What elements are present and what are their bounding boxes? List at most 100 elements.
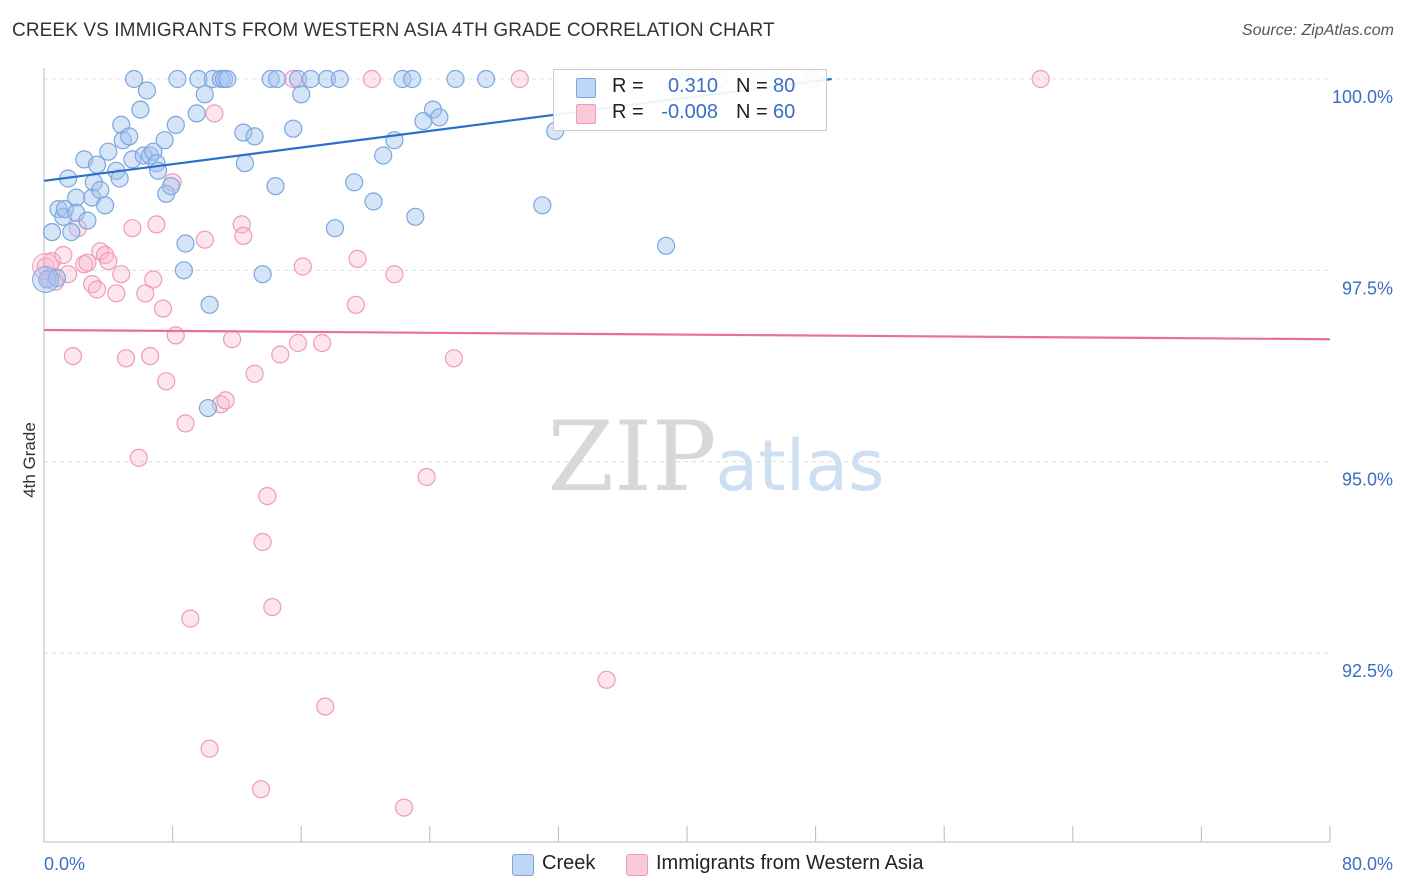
creek-point bbox=[62, 223, 81, 242]
immig-point bbox=[253, 532, 272, 552]
creek-point bbox=[144, 142, 163, 161]
creek-point bbox=[198, 399, 218, 418]
creek-point bbox=[42, 223, 62, 242]
creek-point bbox=[345, 173, 364, 192]
y-tick-label: 92.5% bbox=[1342, 661, 1393, 681]
creek-point bbox=[189, 69, 208, 89]
immig-point bbox=[362, 69, 381, 89]
axes bbox=[43, 68, 1331, 843]
creek-point bbox=[123, 150, 142, 169]
immig-point bbox=[141, 347, 160, 366]
immig-point bbox=[205, 104, 224, 123]
creek-point bbox=[99, 142, 118, 161]
creek-point bbox=[95, 196, 115, 215]
legend-label-creek: Creek bbox=[542, 852, 596, 874]
legend-r-label: R = bbox=[612, 101, 644, 123]
series-legend: Creek Immigrants from Western Asia bbox=[0, 852, 1406, 878]
creek-point bbox=[403, 69, 422, 89]
x-tick-label: 80.0% bbox=[1342, 854, 1393, 874]
creek-point bbox=[161, 177, 181, 196]
immig-point bbox=[385, 265, 404, 284]
immig-point bbox=[245, 364, 264, 383]
watermark-atlas: atlas bbox=[715, 425, 884, 507]
immig-point bbox=[87, 280, 107, 299]
immig-point bbox=[147, 215, 166, 234]
creek-point bbox=[131, 100, 150, 119]
legend-immig-n: 60 bbox=[773, 101, 796, 123]
creek-point bbox=[317, 69, 336, 89]
legend-swatch-immig bbox=[626, 854, 648, 876]
creek-point bbox=[374, 146, 393, 165]
watermark: ZIP atlas bbox=[547, 401, 884, 513]
legend-creek-n: 80 bbox=[773, 75, 796, 97]
legend-swatch-immig bbox=[576, 104, 596, 124]
legend-n-label: N = bbox=[736, 101, 768, 123]
creek-point bbox=[67, 188, 86, 207]
legend-swatch-creek bbox=[512, 854, 534, 876]
immig-points bbox=[32, 69, 1050, 817]
legend-swatch-creek bbox=[576, 78, 596, 98]
creek-point bbox=[477, 69, 496, 89]
immig-point bbox=[166, 326, 185, 345]
creek-point bbox=[330, 69, 349, 89]
immig-point bbox=[346, 295, 365, 314]
immig-point bbox=[112, 265, 131, 284]
immig-point bbox=[99, 252, 118, 271]
creek-point bbox=[166, 115, 185, 135]
immig-point bbox=[63, 347, 83, 366]
immig-point bbox=[263, 597, 282, 617]
creek-point bbox=[176, 234, 195, 253]
creek-point bbox=[218, 69, 237, 89]
immig-point bbox=[293, 257, 312, 276]
immig-point bbox=[234, 226, 253, 245]
immig-point bbox=[348, 249, 367, 268]
immig-point bbox=[144, 270, 163, 289]
legend-r-label: R = bbox=[612, 75, 644, 97]
immig-point bbox=[78, 253, 97, 272]
creek-point bbox=[168, 69, 187, 89]
immig-point bbox=[1031, 69, 1050, 89]
immig-point bbox=[129, 448, 148, 467]
creek-point bbox=[78, 211, 97, 230]
immig-point bbox=[251, 780, 271, 799]
creek-point bbox=[174, 261, 193, 280]
creek-point bbox=[393, 69, 412, 89]
immig-point bbox=[58, 265, 78, 284]
creek-point bbox=[234, 123, 253, 142]
creek-point bbox=[284, 119, 303, 138]
creek-point bbox=[656, 236, 676, 255]
creek-point bbox=[364, 192, 383, 211]
immig-point bbox=[313, 333, 332, 353]
creek-point bbox=[200, 295, 219, 314]
immig-point bbox=[417, 467, 436, 487]
immig-point bbox=[232, 215, 251, 234]
immig-point bbox=[271, 345, 290, 364]
creek-point bbox=[533, 196, 552, 215]
immig-point bbox=[223, 330, 242, 349]
y-tick-label: 95.0% bbox=[1342, 470, 1393, 490]
creek-point bbox=[195, 85, 214, 104]
creek-point bbox=[430, 108, 449, 127]
immig-point bbox=[316, 697, 335, 716]
immig-point bbox=[157, 372, 176, 391]
creek-point bbox=[235, 154, 254, 173]
creek-point-large bbox=[32, 266, 60, 293]
legend-creek-r: 0.310 bbox=[667, 75, 718, 97]
creek-point bbox=[120, 127, 139, 146]
immig-point bbox=[195, 230, 214, 249]
immig-point bbox=[176, 414, 195, 433]
immig-point bbox=[181, 609, 200, 628]
immig-point bbox=[288, 333, 308, 353]
creek-point bbox=[91, 180, 110, 200]
creek-point bbox=[55, 200, 75, 219]
immig-point bbox=[395, 798, 414, 817]
immig-point bbox=[200, 739, 219, 758]
immig-point bbox=[116, 349, 136, 368]
creek-point bbox=[288, 69, 308, 89]
immig-point bbox=[107, 284, 126, 303]
x-tick-label: 0.0% bbox=[44, 854, 85, 874]
y-axis-label: 4th Grade bbox=[20, 422, 39, 498]
creek-point bbox=[266, 177, 285, 196]
creek-point bbox=[124, 69, 144, 89]
